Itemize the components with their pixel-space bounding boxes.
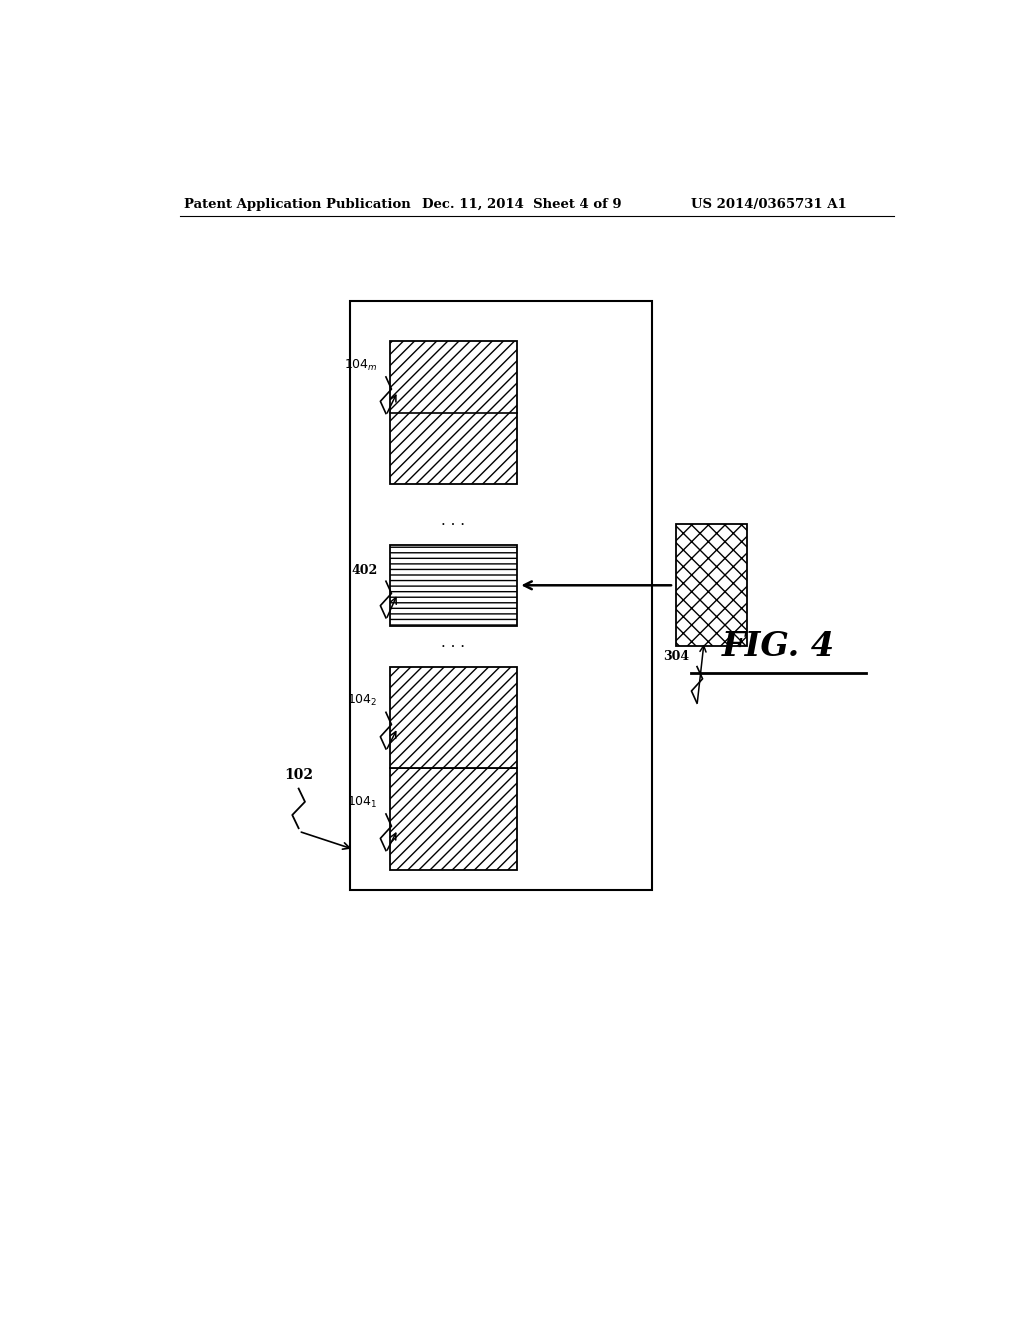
Text: 304: 304 [663,649,689,663]
Text: 102: 102 [284,768,313,783]
Text: FIG. 4: FIG. 4 [722,630,836,663]
Text: . . .: . . . [441,515,465,528]
Bar [390,768,517,870]
Text: Dec. 11, 2014  Sheet 4 of 9: Dec. 11, 2014 Sheet 4 of 9 [422,198,622,211]
Text: $104_m$: $104_m$ [344,358,378,372]
Text: US 2014/0365731 A1: US 2014/0365731 A1 [691,198,847,211]
Text: $104_1$: $104_1$ [347,795,378,810]
Text: Patent Application Publication: Patent Application Publication [183,198,411,211]
Bar [350,301,652,890]
Text: . . .: . . . [441,636,465,651]
Bar [390,667,517,768]
Bar [390,342,517,483]
Text: 402: 402 [351,564,378,577]
Bar [676,524,746,647]
Bar [390,545,517,626]
Text: $104_2$: $104_2$ [347,693,378,709]
